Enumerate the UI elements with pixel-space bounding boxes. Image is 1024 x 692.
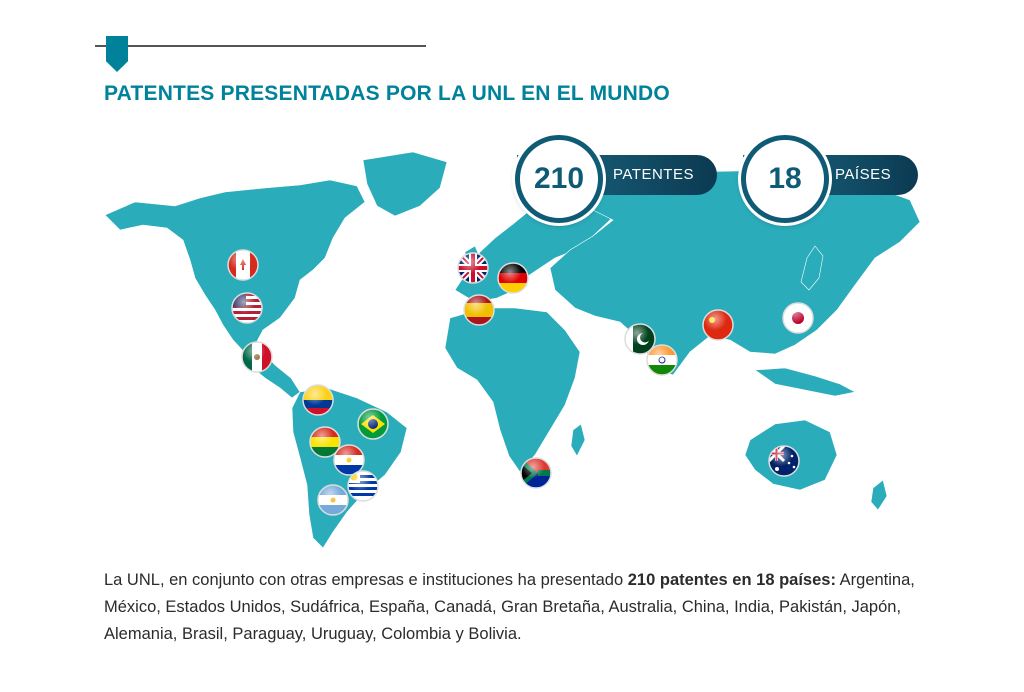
colombia-flag-icon bbox=[302, 384, 334, 416]
germany-flag-icon bbox=[497, 262, 529, 294]
bolivia-flag-icon bbox=[309, 426, 341, 458]
brazil-flag-icon bbox=[357, 408, 389, 440]
countries-count-circle: 18 bbox=[741, 135, 829, 223]
world-map bbox=[104, 151, 921, 549]
countries-stat-badge: 18 PAÍSES bbox=[741, 135, 918, 223]
countries-count: 18 bbox=[768, 162, 802, 195]
uk-flag-icon bbox=[457, 252, 489, 284]
india-flag-icon bbox=[646, 344, 678, 376]
header-rule bbox=[95, 45, 426, 47]
flag-markers bbox=[227, 249, 814, 516]
description-highlight: 210 patentes en 18 países: bbox=[627, 571, 836, 589]
paraguay-flag-icon bbox=[333, 444, 365, 476]
description-countries: Argentina, México, Estados Unidos, Sudáf… bbox=[104, 571, 915, 643]
argentina-flag-icon bbox=[317, 484, 349, 516]
patents-count: 210 bbox=[533, 162, 585, 195]
mexico-flag-icon bbox=[241, 341, 273, 373]
china-flag-icon bbox=[702, 309, 734, 341]
canada-flag-icon bbox=[227, 249, 259, 281]
description-paragraph: La UNL, en conjunto con otras empresas e… bbox=[104, 567, 924, 648]
south-africa-flag-icon bbox=[520, 457, 552, 489]
patents-stat-badge: 210 PATENTES bbox=[515, 135, 717, 223]
description-intro: La UNL, en conjunto con otras empresas e… bbox=[104, 571, 624, 589]
spain-flag-icon bbox=[463, 294, 495, 326]
bookmark-icon bbox=[106, 36, 128, 72]
uruguay-flag-icon bbox=[347, 470, 379, 502]
countries-label: PAÍSES bbox=[835, 166, 892, 183]
patents-count-circle: 210 bbox=[515, 135, 603, 223]
pakistan-flag-icon bbox=[624, 323, 656, 355]
usa-flag-icon bbox=[231, 292, 263, 324]
page-title: PATENTES PRESENTADAS POR LA UNL EN EL MU… bbox=[104, 82, 670, 105]
patents-label: PATENTES bbox=[613, 166, 694, 183]
japan-flag-icon bbox=[782, 302, 814, 334]
australia-flag-icon bbox=[768, 445, 800, 477]
